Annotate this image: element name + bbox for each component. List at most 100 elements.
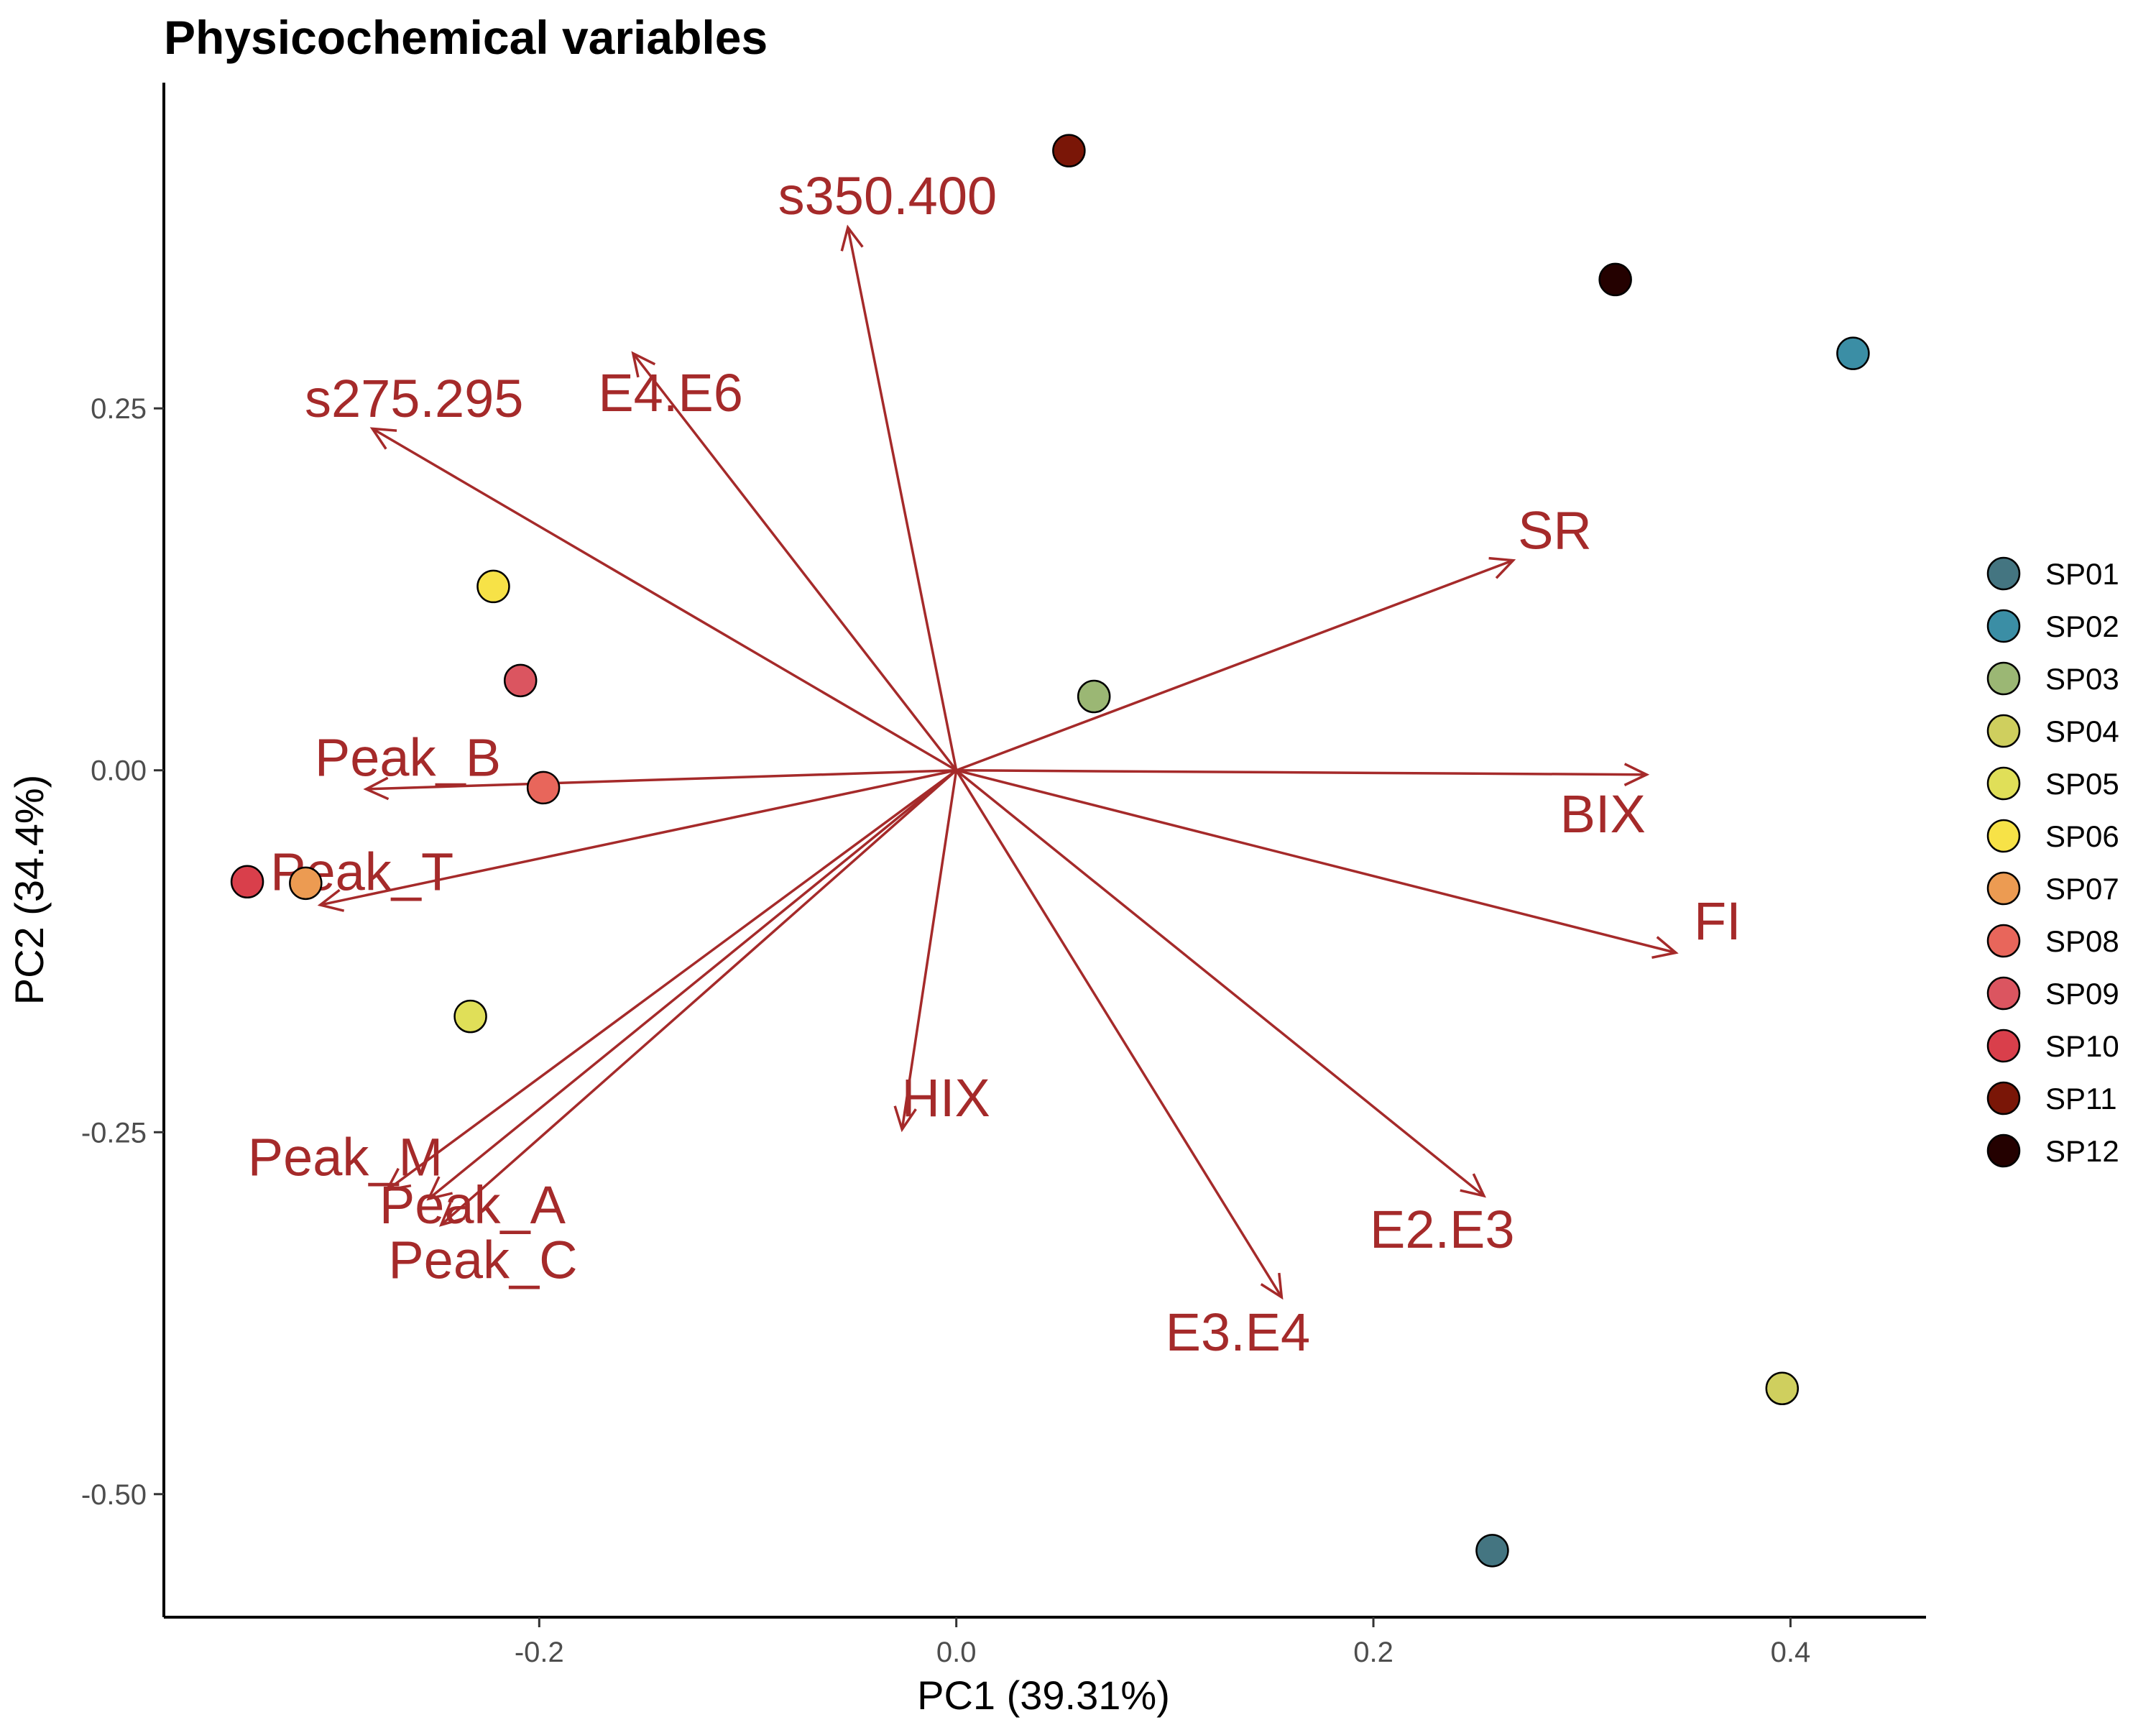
vector-line — [847, 227, 958, 771]
legend-label: SP12 — [2045, 1134, 2119, 1168]
vector-label: BIX — [1560, 784, 1646, 844]
legend-label: SP04 — [2045, 714, 2119, 748]
vector-arrowhead — [1260, 1272, 1284, 1300]
legend-label: SP11 — [2045, 1082, 2117, 1116]
vector-label: s350.400 — [778, 166, 998, 226]
y-tick-label: 0.00 — [91, 755, 147, 787]
legend-item-sp05: SP05 — [1986, 766, 2119, 801]
legend-swatch — [1986, 766, 2021, 801]
vector-s350-400: s350.400 — [778, 166, 998, 771]
vector-label: SR — [1518, 500, 1592, 560]
legend-item-sp11: SP11 — [1986, 1081, 2117, 1116]
vector-arrowhead — [840, 224, 864, 252]
legend-label: SP09 — [2045, 977, 2119, 1011]
legend-label: SP02 — [2045, 610, 2119, 643]
y-tick-label: -0.25 — [81, 1117, 147, 1149]
point-sp05 — [453, 999, 487, 1034]
vector-line — [386, 769, 957, 1192]
vector-peak-b: Peak_B — [315, 728, 957, 801]
vector-arrowhead — [363, 776, 390, 801]
axes: -0.2 0.0 0.2 0.4 -0.50 -0.25 0.00 0.25 — [81, 83, 1926, 1668]
point-sp08 — [526, 770, 561, 805]
point-sp03 — [1077, 679, 1111, 714]
legend-label: SP07 — [2045, 872, 2119, 906]
vector-label: FI — [1694, 891, 1741, 951]
legend-label: SP03 — [2045, 662, 2119, 696]
legend-item-sp02: SP02 — [1986, 609, 2119, 643]
y-axis-ticks: -0.50 -0.25 0.00 0.25 — [81, 393, 164, 1511]
point-sp06 — [476, 569, 510, 604]
legend-item-sp01: SP01 — [1986, 556, 2119, 591]
legend-swatch — [1986, 609, 2021, 643]
legend-item-sp07: SP07 — [1986, 871, 2119, 906]
legend-item-sp12: SP12 — [1986, 1133, 2119, 1168]
x-tick-label: 0.2 — [1353, 1637, 1393, 1668]
vector-peak-a: Peak_A — [379, 769, 957, 1235]
legend-swatch — [1986, 714, 2021, 748]
legend-swatch — [1986, 924, 2021, 958]
vector-line — [440, 769, 957, 1226]
legend-item-sp04: SP04 — [1986, 714, 2119, 748]
vector-e3-e4: E3.E4 — [955, 769, 1310, 1362]
legend-label: SP05 — [2045, 767, 2119, 801]
vector-bix: BIX — [956, 763, 1650, 844]
vector-arrowhead — [1623, 763, 1650, 786]
vector-sr: SR — [956, 500, 1592, 772]
vector-line — [956, 769, 1677, 954]
legend-item-sp06: SP06 — [1986, 819, 2119, 853]
vector-peak-m: Peak_M — [248, 769, 957, 1192]
legend-swatch — [1986, 1081, 2021, 1116]
vector-arrowhead — [384, 1167, 412, 1192]
vector-arrowhead — [1651, 936, 1679, 960]
legend-label: SP08 — [2045, 924, 2119, 958]
x-axis-title: PC1 (39.31%) — [917, 1673, 1170, 1718]
vector-line — [956, 559, 1514, 772]
x-tick-label: 0.4 — [1771, 1637, 1811, 1668]
legend-item-sp09: SP09 — [1986, 976, 2119, 1011]
vector-arrowhead — [369, 427, 397, 450]
legend-swatch — [1986, 1133, 2021, 1168]
legend-swatch — [1986, 819, 2021, 853]
vector-label: Peak_B — [315, 728, 501, 788]
vector-peak-c: Peak_C — [388, 769, 957, 1290]
chart-title: Physicochemical variables — [164, 11, 768, 64]
point-sp02 — [1836, 336, 1870, 370]
vector-line — [632, 352, 958, 771]
vector-line — [955, 769, 1283, 1298]
loading-vectors: s350.400E4.E6s275.295SRBIXFIPeak_BPeak_T… — [248, 166, 1741, 1362]
point-sp12 — [1598, 262, 1632, 297]
point-sp04 — [1765, 1371, 1800, 1406]
sample-points — [230, 134, 1870, 1568]
legend-item-sp08: SP08 — [1986, 924, 2119, 958]
vector-arrowhead — [1460, 1173, 1486, 1198]
vector-arrowhead — [631, 351, 656, 378]
vector-e4-e6: E4.E6 — [598, 351, 958, 771]
point-sp01 — [1475, 1534, 1509, 1568]
vector-arrowhead — [438, 1202, 466, 1227]
vector-line — [372, 427, 957, 772]
vector-e2-e3: E2.E3 — [955, 769, 1515, 1259]
legend-swatch — [1986, 976, 2021, 1011]
x-tick-label: -0.2 — [515, 1637, 564, 1668]
y-tick-label: 0.25 — [91, 393, 147, 425]
vector-line — [428, 769, 957, 1200]
legend-swatch — [1986, 556, 2021, 591]
vector-arrowhead — [317, 888, 345, 912]
vector-label: E4.E6 — [598, 363, 743, 423]
legend-swatch — [1986, 871, 2021, 906]
legend-label: SP06 — [2045, 819, 2119, 853]
legend-item-sp03: SP03 — [1986, 661, 2119, 696]
legend-item-sp10: SP10 — [1986, 1029, 2119, 1063]
x-tick-label: 0.0 — [936, 1637, 977, 1668]
vector-label: Peak_M — [248, 1128, 443, 1187]
vector-line — [320, 769, 957, 906]
point-sp09 — [503, 663, 538, 698]
point-sp10 — [230, 865, 264, 899]
x-axis-ticks: -0.2 0.0 0.2 0.4 — [515, 1617, 1810, 1668]
legend-label: SP01 — [2045, 557, 2119, 591]
vector-line — [366, 768, 957, 791]
vector-label: Peak_C — [388, 1230, 577, 1290]
y-axis-title: PC2 (34.4%) — [6, 775, 52, 1006]
legend-swatch — [1986, 1029, 2021, 1063]
